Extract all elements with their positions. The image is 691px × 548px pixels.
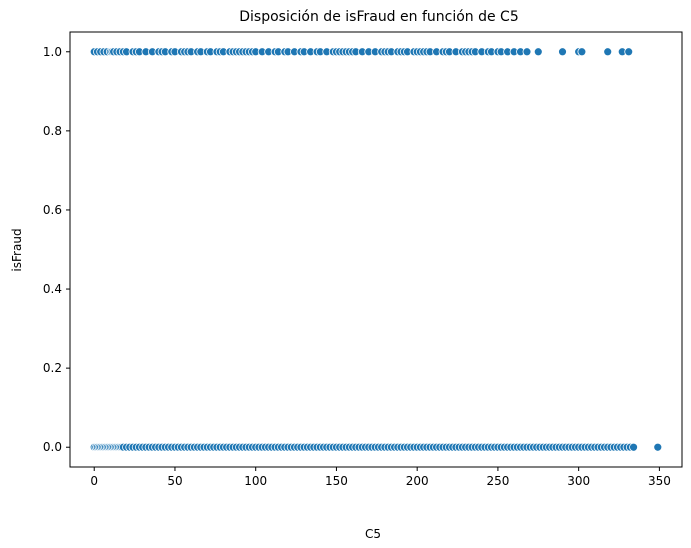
data-point	[624, 47, 634, 57]
data-point	[603, 47, 613, 57]
data-point	[522, 47, 532, 57]
x-tick-label: 200	[406, 474, 429, 488]
x-tick-label: 250	[486, 474, 509, 488]
y-tick-label: 0.6	[43, 203, 62, 217]
data-point	[558, 47, 567, 57]
x-tick-label: 350	[648, 474, 671, 488]
data-point	[629, 442, 638, 452]
y-tick-label: 0.8	[43, 124, 62, 138]
x-tick-label: 0	[90, 474, 98, 488]
x-tick-label: 300	[567, 474, 590, 488]
x-tick-label: 100	[244, 474, 267, 488]
plot-area	[69, 31, 683, 468]
plot-frame	[69, 31, 683, 468]
data-point	[653, 442, 663, 452]
y-axis-label: isFraud	[10, 228, 24, 271]
series-1-points	[89, 47, 634, 57]
data-point	[533, 47, 543, 57]
y-axis: 0.0 0.2 0.4 0.6 0.8 1.0	[43, 45, 70, 454]
y-tick-label: 1.0	[43, 45, 62, 59]
chart-title: Disposición de isFraud en función de C5	[239, 9, 519, 25]
series-0-points	[89, 442, 663, 452]
x-axis: 0 50 100 150 200 250 300 350	[90, 467, 671, 488]
data-point	[577, 47, 587, 57]
x-tick-label: 50	[167, 474, 182, 488]
x-axis-label: C5	[365, 527, 381, 541]
y-tick-label: 0.4	[43, 282, 62, 296]
y-tick-label: 0.0	[43, 440, 62, 454]
y-tick-label: 0.2	[43, 361, 62, 375]
x-tick-label: 150	[325, 474, 348, 488]
